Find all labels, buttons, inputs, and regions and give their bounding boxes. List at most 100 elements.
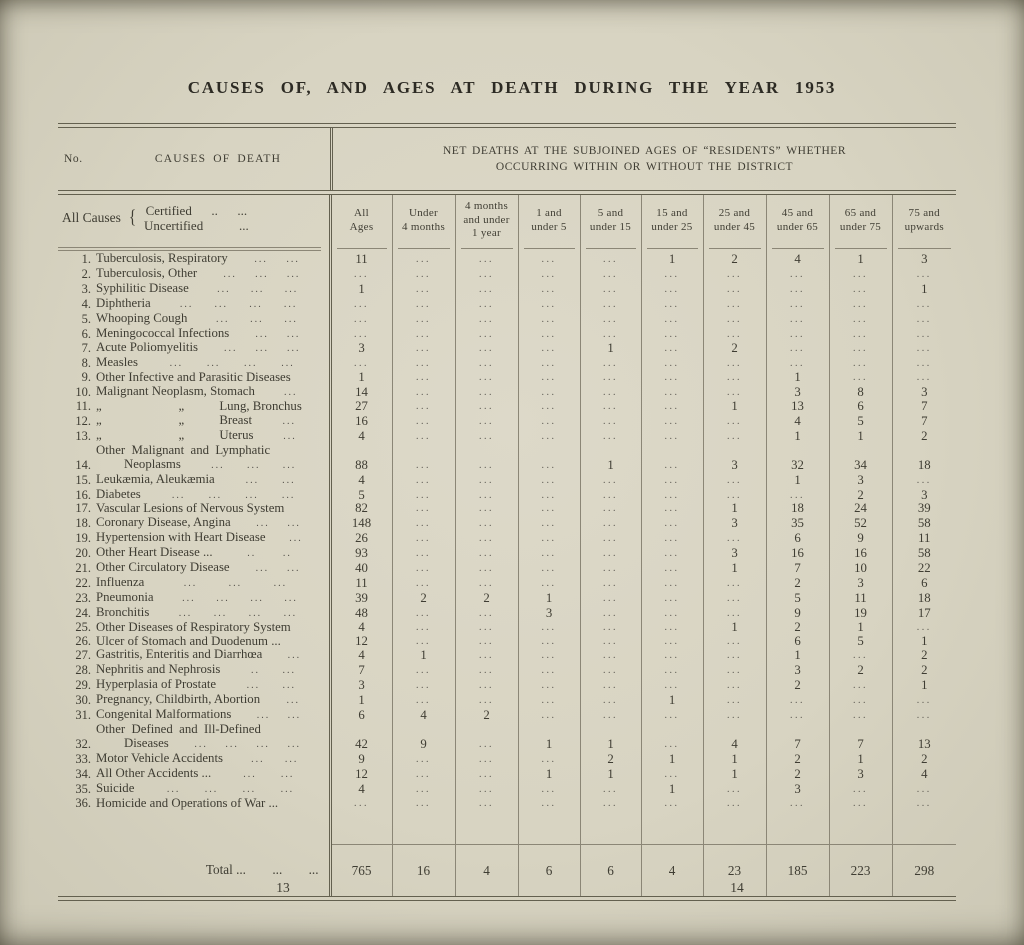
value-cell: 4 (328, 472, 393, 488)
value-cell: ... (517, 620, 581, 635)
value-cell: ... (579, 634, 642, 649)
dot-group: ... (273, 577, 288, 589)
row-number: 30. (75, 693, 91, 708)
leader-dots: ............ (151, 298, 329, 312)
cause-text: Meningococcal Infections (96, 326, 230, 340)
dot-group: ... (255, 343, 270, 355)
value-cell: ... (828, 296, 893, 312)
value-cell: ... (454, 575, 519, 591)
value-cell: ... (702, 531, 767, 547)
value-cell: ... (391, 693, 456, 709)
cause-cell: Tuberculosis, Other......... (94, 267, 330, 282)
value-cell: ... (702, 326, 767, 342)
value-cell: ... (391, 371, 456, 386)
value-cell: 1 (517, 766, 581, 782)
table-row: 12. „ „ Breast... 16.................. 4 5 7 (58, 413, 957, 429)
cause-line: Diphtheria............ (94, 297, 329, 312)
causes-of-death-header: CAUSES OF DEATH (154, 153, 282, 165)
table-row: 27. Gastritis, Enteritis and Diarrhœa... 4… (58, 648, 957, 664)
value-cell: ... (640, 648, 704, 664)
value-cell: 3 (765, 385, 830, 401)
row-number: 24. (75, 605, 91, 620)
leader-dots: ...... (229, 328, 328, 342)
row-number: 10. (75, 385, 91, 400)
mortality-table: No. CAUSES OF DEATH NET DEATHS AT THE SU… (58, 123, 957, 902)
dot-group: ... (250, 592, 264, 604)
value-cell: 2 (702, 341, 767, 357)
cause-text: Gastritis, Enteritis and Diarrhœa (96, 648, 263, 662)
value-cell: 11 (328, 575, 393, 591)
value-cell: 88 (328, 443, 393, 473)
value-cell: 9 (828, 531, 893, 547)
leader-dots: ...... (211, 768, 328, 782)
row-number: 3. (81, 281, 91, 296)
value-cell: 1 (891, 678, 957, 694)
value-cell: 1 (828, 751, 893, 767)
value-cell: ... (454, 443, 519, 473)
value-cell: 3 (517, 605, 581, 621)
value-cell: ... (640, 796, 704, 811)
value-cell: ... (702, 678, 767, 694)
dot-group: ... (213, 607, 228, 619)
value-cell: ... (391, 575, 456, 591)
spacer-cell (328, 810, 393, 845)
value-cell: 1 (579, 723, 642, 752)
leader-dots: ..... (220, 664, 328, 678)
value-cell: ... (517, 371, 581, 386)
dot-group: ... (282, 415, 297, 427)
value-cell: 1 (328, 693, 393, 709)
value-cell: 7 (328, 663, 393, 679)
value-cell: ... (391, 296, 456, 312)
page-number-13: 13 (276, 880, 290, 895)
value-cell: 3 (891, 385, 957, 401)
column-underline (336, 248, 387, 249)
spacer-cell (765, 810, 830, 845)
value-cell: 1 (891, 634, 957, 649)
cause-text: Pregnancy, Childbirth, Abortion (96, 693, 261, 707)
value-cell: ... (579, 663, 642, 679)
value-cell: 1 (891, 281, 957, 297)
cause-text: Coronary Disease, Angina (96, 516, 231, 530)
row-number: 33. (75, 751, 91, 766)
value-cell: ... (765, 796, 830, 811)
age-group-column-header: 4 months and under 1 year (454, 195, 519, 252)
value-cell: ... (828, 371, 893, 386)
cause-line: Vascular Lesions of Nervous System (94, 502, 329, 516)
spacer-cell (828, 810, 893, 845)
value-cell: ... (391, 796, 456, 811)
cause-cell: „ „ Breast... (94, 414, 330, 429)
net-deaths-header: NET DEATHS AT THE SUBJOINED AGES OF “RES… (330, 128, 956, 190)
value-cell: ... (391, 326, 456, 342)
row-number: 14. (75, 457, 91, 472)
value-cell: 13 (765, 399, 830, 414)
cause-text: Vascular Lesions of Nervous System (96, 502, 285, 516)
cause-cell: „ „ Uterus... (94, 429, 330, 444)
value-cell: ... (579, 781, 642, 797)
value-cell: ... (891, 781, 957, 797)
value-cell: 3 (328, 678, 393, 694)
value-cell: 11 (328, 252, 393, 267)
value-cell: ... (579, 266, 642, 282)
row-number: 28. (75, 663, 91, 678)
leader-dots: ............ (134, 783, 328, 797)
leader-dots: ... (266, 532, 329, 546)
value-cell: ... (391, 546, 456, 562)
value-cell: ... (640, 723, 704, 752)
value-cell: ... (891, 311, 957, 327)
value-cell: 2 (765, 620, 830, 635)
leader-dots: ...... (215, 474, 329, 488)
uncertified-label: Uncertified ... (144, 217, 249, 233)
value-cell: ... (640, 341, 704, 357)
total-label: Total ... ... ... (205, 862, 319, 878)
value-cell: ... (454, 516, 519, 532)
dot-group: ... (208, 489, 223, 501)
value-cell: 82 (328, 502, 393, 517)
column-header-row: All Causes { Certified .. ... Uncertifie… (58, 195, 957, 252)
table-row: 32. Other Defined and Ill-Defined Diseases… (58, 723, 957, 752)
value-cell: ... (454, 561, 519, 576)
value-cell: ... (640, 663, 704, 679)
spacer-cell (640, 810, 704, 845)
leader-dots: ............ (169, 738, 329, 752)
value-cell: ... (702, 590, 767, 606)
dot-group: .. (282, 548, 292, 560)
